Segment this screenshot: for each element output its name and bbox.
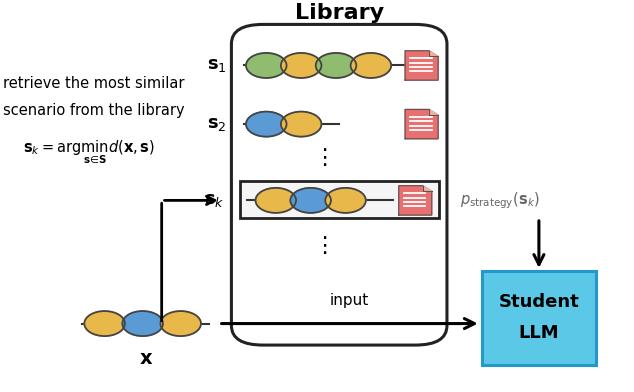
Text: $\vdots$: $\vdots$	[313, 234, 327, 256]
Bar	[240, 181, 439, 218]
Text: Library: Library	[295, 3, 384, 23]
Circle shape	[160, 311, 201, 336]
Text: $p_{\mathrm{strategy}}(\mathbf{s}_k)$: $p_{\mathrm{strategy}}(\mathbf{s}_k)$	[460, 190, 540, 211]
Text: Student: Student	[498, 293, 579, 311]
Text: $\mathbf{s}_2$: $\mathbf{s}_2$	[207, 115, 227, 133]
Circle shape	[246, 112, 287, 137]
Polygon shape	[399, 186, 432, 215]
Polygon shape	[422, 186, 432, 191]
FancyBboxPatch shape	[231, 24, 447, 345]
Polygon shape	[405, 51, 438, 80]
Text: LLM: LLM	[519, 324, 559, 342]
Text: $\vdots$: $\vdots$	[313, 146, 327, 169]
Text: $\mathbf{x}$: $\mathbf{x}$	[139, 349, 153, 368]
Circle shape	[325, 188, 366, 213]
Circle shape	[256, 188, 296, 213]
Circle shape	[122, 311, 163, 336]
Polygon shape	[429, 51, 438, 56]
Bar	[482, 271, 596, 365]
Circle shape	[281, 112, 321, 137]
Circle shape	[246, 53, 287, 78]
Circle shape	[281, 53, 321, 78]
Polygon shape	[405, 109, 438, 139]
Text: $\mathbf{s}_k = \mathrm{arg}\min_{\mathbf{s}\in\mathbf{S}} d(\mathbf{x}, \mathbf: $\mathbf{s}_k = \mathrm{arg}\min_{\mathb…	[23, 138, 155, 165]
Text: $\mathbf{s}_1$: $\mathbf{s}_1$	[207, 56, 227, 74]
Circle shape	[290, 188, 331, 213]
Polygon shape	[429, 109, 438, 115]
Text: input: input	[330, 293, 369, 308]
Circle shape	[351, 53, 391, 78]
Circle shape	[316, 53, 356, 78]
Text: $\mathbf{s}_k$: $\mathbf{s}_k$	[204, 191, 225, 209]
Circle shape	[84, 311, 125, 336]
Text: retrieve the most similar: retrieve the most similar	[3, 76, 184, 91]
Text: scenario from the library: scenario from the library	[3, 103, 184, 118]
